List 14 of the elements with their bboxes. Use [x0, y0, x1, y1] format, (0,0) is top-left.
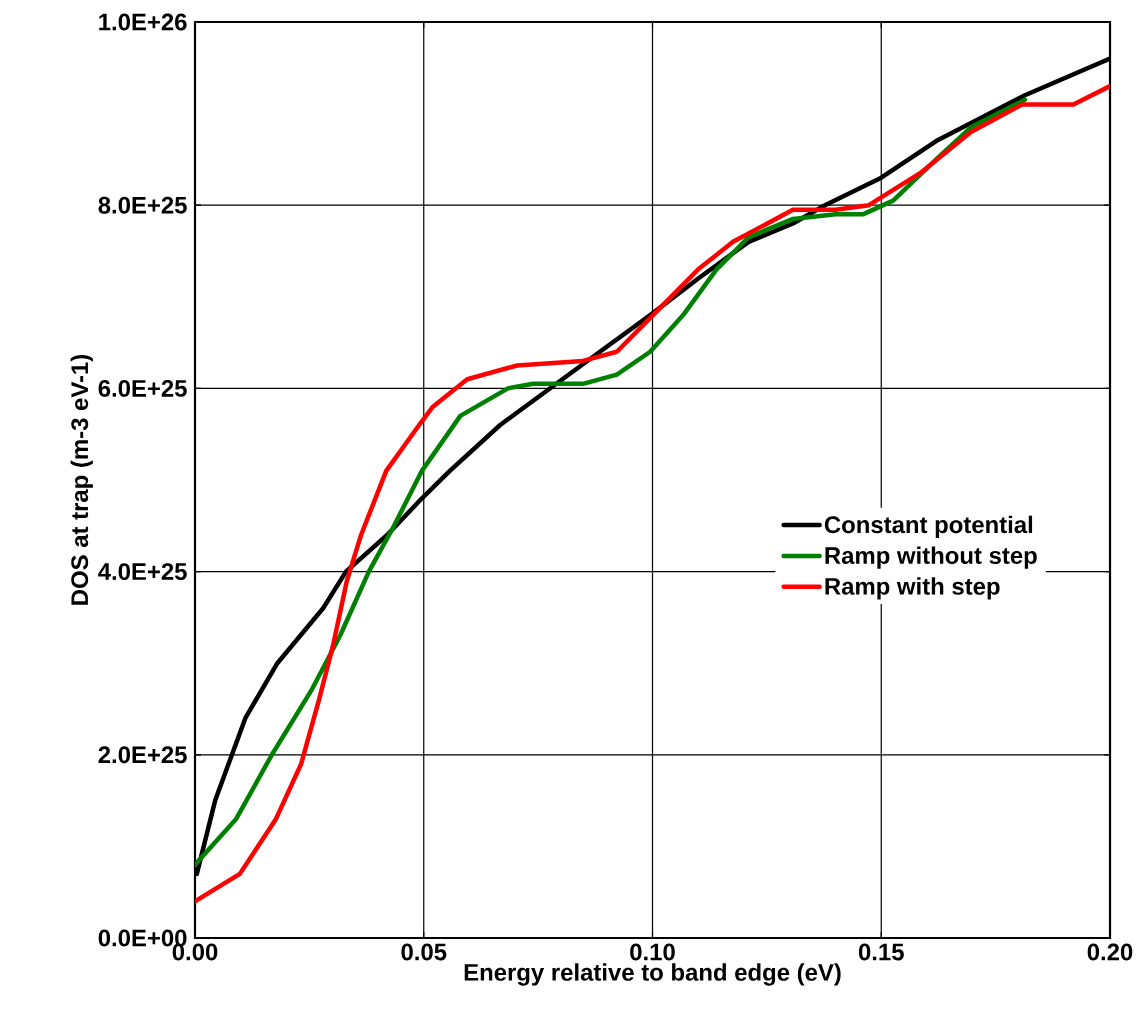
x-tick-label: 0.15	[858, 943, 904, 961]
y-tick-label: 6.0E+25	[98, 379, 187, 397]
y-tick-label: 2.0E+25	[98, 746, 187, 764]
legend-label: Constant potential	[824, 515, 1033, 538]
legend-label: Ramp with step	[825, 577, 1000, 600]
x-axis-title: Energy relative to band edge (eV)	[464, 963, 841, 986]
x-tick-label: 0.20	[1087, 943, 1133, 961]
legend-label: Ramp without step	[825, 546, 1037, 569]
y-tick-label: 4.0E+25	[98, 563, 187, 581]
x-tick-label: 0.05	[401, 943, 447, 961]
y-axis-title: DOS at trap (m-3 eV-1)	[70, 354, 93, 605]
y-tick-label: 8.0E+25	[98, 196, 187, 214]
y-tick-label: 1.0E+26	[99, 13, 187, 31]
x-tick-label: 0.10	[630, 943, 675, 961]
